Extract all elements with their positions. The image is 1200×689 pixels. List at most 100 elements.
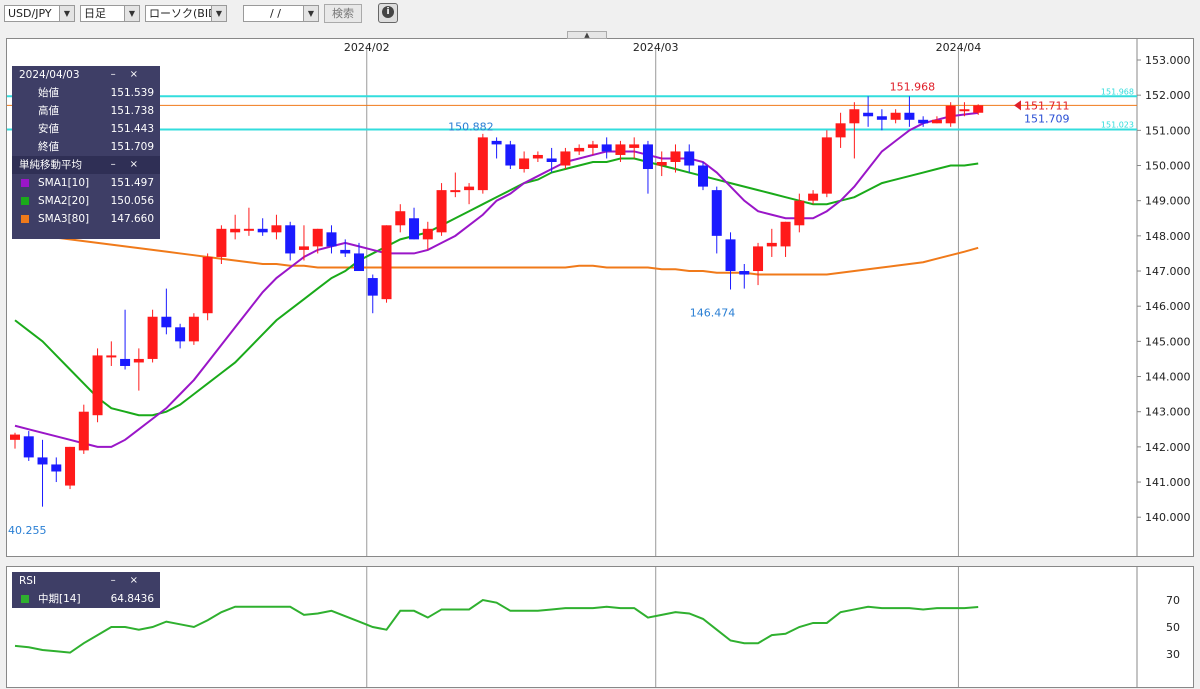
rsi-panel[interactable]: 70 50 30 — [6, 566, 1194, 688]
chevron-down-icon[interactable]: ▼ — [303, 6, 318, 21]
candle-up — [945, 105, 956, 124]
candle-up — [298, 246, 309, 250]
candle-down — [120, 358, 131, 366]
y-tick-label: 150.000 — [1145, 160, 1191, 173]
sma3-line — [14, 231, 979, 276]
high-value: 151.738 — [110, 105, 154, 117]
sma-controls[interactable]: –× — [110, 159, 152, 170]
y-tick-label: 143.000 — [1145, 406, 1191, 419]
candle-down — [257, 228, 268, 233]
ohlc-legend: 2024/04/03 –× 始値 151.539 高値 151.738 安値 151.… — [12, 66, 160, 239]
high-annotation: 151.968 — [890, 80, 936, 93]
legend-low-row: 安値 151.443 — [12, 120, 160, 138]
candle-up — [92, 355, 103, 416]
rsi-tick-label: 30 — [1166, 648, 1180, 661]
sma2-value: 150.056 — [110, 195, 154, 207]
candle-up — [753, 246, 764, 272]
symbol-select[interactable]: USD/JPY ▼ — [4, 5, 75, 22]
hline-high-label: 151.968 — [1101, 87, 1134, 96]
info-button[interactable]: i — [378, 3, 398, 23]
sma3-row: SMA3[80] 147.660 — [12, 210, 160, 228]
candle-up — [230, 228, 241, 233]
legend-close-row: 終値 151.709 — [12, 138, 160, 156]
main-chart-panel[interactable]: 153.000 152.000 151.000 150.000 149.000 148.0… — [6, 38, 1194, 557]
y-tick-label: 152.000 — [1145, 89, 1191, 102]
open-value: 151.539 — [110, 87, 154, 99]
panel-collapse-handle[interactable]: ▲ — [567, 31, 607, 39]
last-price-arrow — [1014, 100, 1021, 111]
y-tick-label: 145.000 — [1145, 335, 1191, 348]
timeframe-select[interactable]: 日足 ▼ — [80, 5, 140, 22]
candle-down — [161, 316, 172, 328]
candle-up — [271, 225, 282, 233]
candle-up — [188, 316, 199, 342]
low-annotation: 146.474 — [690, 307, 736, 320]
candle-up — [821, 137, 832, 194]
candle-up — [574, 147, 585, 152]
rsi-chart[interactable]: 70 50 30 — [7, 567, 1193, 687]
hline-low-label: 151.023 — [1101, 121, 1134, 130]
chevron-down-icon[interactable]: ▼ — [211, 6, 226, 21]
rsi-row: 中期[14] 64.8436 — [12, 590, 160, 608]
y-tick-label: 142.000 — [1145, 441, 1191, 454]
candle-down — [367, 278, 378, 296]
chart-style-select[interactable]: ローソク(BID) ▼ — [145, 5, 227, 22]
candle-up — [849, 109, 860, 124]
legend-controls[interactable]: –× — [110, 69, 152, 80]
candle-down — [739, 271, 750, 275]
candle-down — [409, 218, 420, 240]
candle-down — [491, 140, 502, 145]
candle-up — [808, 193, 819, 201]
price-chart[interactable]: 153.000 152.000 151.000 150.000 149.000 148.0… — [7, 39, 1193, 556]
sma-header: 単純移動平均 –× — [12, 156, 160, 174]
open-label: 始値 — [38, 87, 59, 99]
mid-high-annotation: 150.882 — [448, 120, 494, 133]
candle-down — [354, 253, 364, 272]
rsi-tick-label: 70 — [1166, 594, 1180, 607]
timeframe-value: 日足 — [84, 7, 106, 20]
x-tick-label: 2024/02 — [344, 41, 390, 54]
candle-up — [464, 186, 475, 191]
y-tick-label: 153.000 — [1145, 54, 1191, 67]
candle-up — [766, 242, 777, 247]
sma1-line — [14, 111, 979, 448]
candle-down — [863, 112, 874, 117]
candle-up — [629, 144, 640, 148]
candle-up — [670, 151, 681, 162]
sma2-row: SMA2[20] 150.056 — [12, 192, 160, 210]
candle-down — [876, 116, 887, 120]
sma2-line — [14, 157, 979, 417]
candle-up — [587, 144, 598, 148]
rsi-legend: RSI –× 中期[14] 64.8436 — [12, 572, 160, 608]
sma2-swatch — [21, 197, 29, 205]
last-price-label: 151.711 — [1024, 99, 1070, 112]
candle-down — [326, 232, 337, 247]
candle-up — [436, 190, 447, 233]
candle-down — [698, 165, 708, 187]
candle-up — [106, 355, 117, 358]
y-tick-label: 140.000 — [1145, 511, 1191, 524]
candle-up — [381, 225, 392, 300]
legend-open-row: 始値 151.539 — [12, 84, 160, 102]
high-label: 高値 — [38, 105, 59, 117]
y-tick-label: 149.000 — [1145, 195, 1191, 208]
candle-up — [65, 446, 76, 486]
sma1-row: SMA1[10] 151.497 — [12, 174, 160, 192]
candle-down — [711, 190, 722, 236]
candle-up — [395, 211, 406, 226]
y-tick-label: 141.000 — [1145, 476, 1191, 489]
chevron-down-icon[interactable]: ▼ — [124, 6, 139, 21]
sma1-swatch — [21, 179, 29, 187]
rsi-legend-header: RSI –× — [12, 572, 160, 590]
rsi-swatch — [21, 595, 29, 603]
search-button[interactable]: 検索 — [324, 4, 362, 23]
candle-down — [684, 151, 695, 166]
rsi-tick-label: 50 — [1166, 621, 1180, 634]
chevron-down-icon[interactable]: ▼ — [59, 6, 74, 21]
candle-down — [37, 457, 48, 465]
sma1-value: 151.497 — [110, 177, 154, 189]
rsi-value: 64.8436 — [110, 593, 154, 605]
rsi-controls[interactable]: –× — [110, 575, 152, 586]
candle-down — [546, 158, 557, 162]
date-input[interactable]: / / ▼ — [243, 5, 319, 22]
